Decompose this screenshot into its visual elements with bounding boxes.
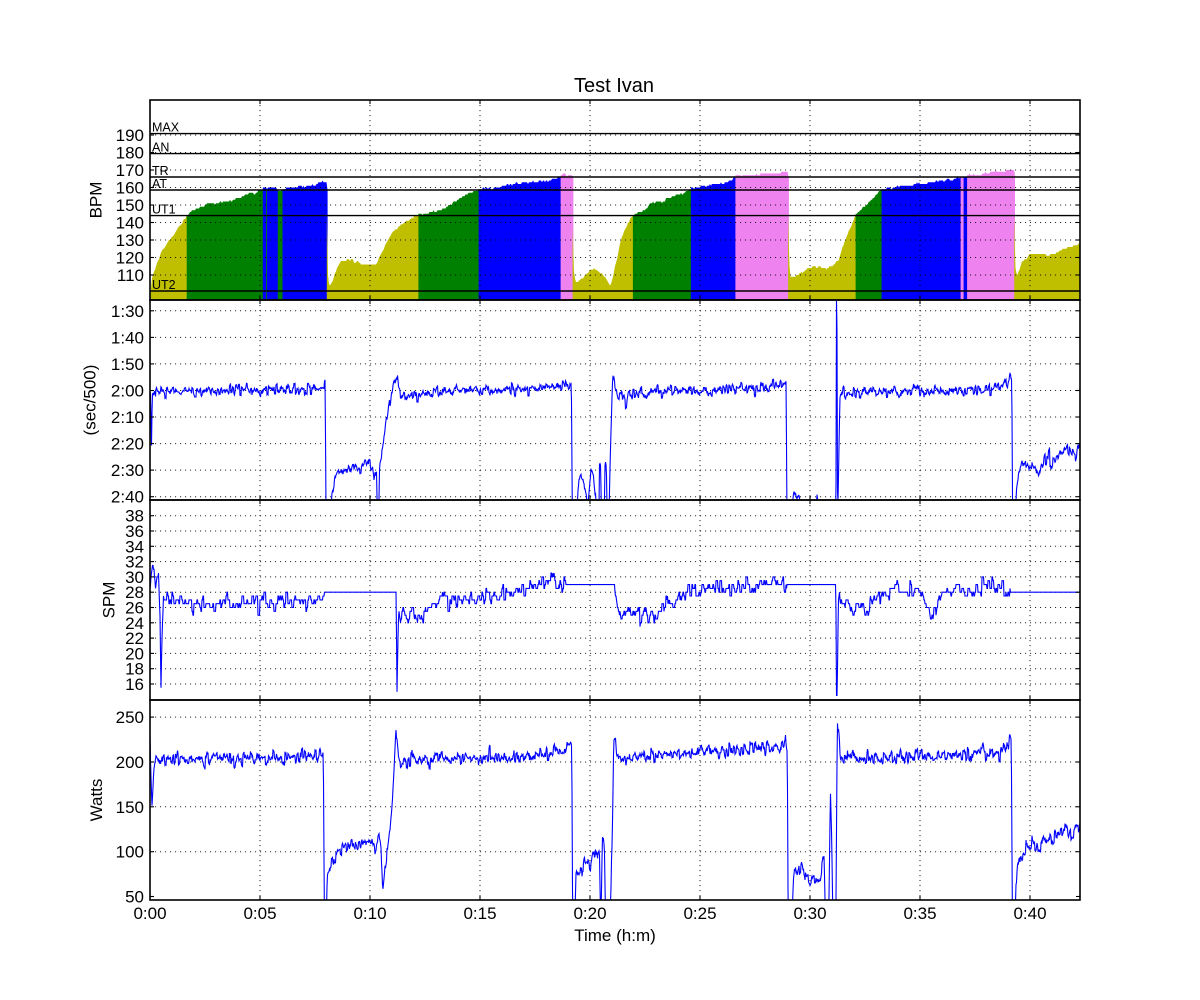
- svg-text:20: 20: [125, 644, 144, 663]
- svg-text:100: 100: [116, 843, 144, 862]
- svg-text:0:05: 0:05: [243, 904, 276, 923]
- svg-text:180: 180: [116, 144, 144, 163]
- svg-text:34: 34: [125, 537, 144, 556]
- svg-text:110: 110: [117, 266, 144, 285]
- svg-text:Test Ivan: Test Ivan: [574, 75, 654, 97]
- svg-text:120: 120: [116, 249, 144, 268]
- svg-text:2:10: 2:10: [111, 408, 144, 427]
- svg-text:22: 22: [125, 629, 144, 648]
- svg-text:Watts: Watts: [87, 779, 106, 822]
- svg-text:32: 32: [125, 553, 144, 572]
- svg-text:0:00: 0:00: [133, 904, 166, 923]
- svg-text:16: 16: [125, 675, 144, 694]
- svg-text:38: 38: [125, 507, 144, 526]
- svg-text:0:25: 0:25: [683, 904, 716, 923]
- svg-text:UT2: UT2: [152, 278, 176, 292]
- svg-text:TR: TR: [152, 164, 169, 178]
- svg-text:28: 28: [125, 583, 144, 602]
- svg-text:200: 200: [116, 753, 144, 772]
- svg-text:MAX: MAX: [152, 121, 180, 135]
- svg-text:140: 140: [116, 214, 144, 233]
- svg-text:250: 250: [116, 708, 144, 727]
- svg-text:50: 50: [125, 888, 144, 907]
- svg-text:2:00: 2:00: [111, 382, 144, 401]
- svg-text:150: 150: [116, 798, 144, 817]
- svg-text:1:30: 1:30: [111, 302, 144, 321]
- svg-text:26: 26: [125, 599, 144, 618]
- svg-text:2:40: 2:40: [111, 488, 144, 507]
- svg-text:24: 24: [125, 614, 144, 633]
- svg-text:36: 36: [125, 522, 144, 541]
- svg-text:1:50: 1:50: [111, 355, 144, 374]
- svg-text:30: 30: [125, 568, 144, 587]
- svg-text:0:35: 0:35: [903, 904, 936, 923]
- svg-text:AN: AN: [152, 141, 169, 155]
- svg-text:1:40: 1:40: [111, 328, 144, 347]
- svg-text:150: 150: [116, 196, 144, 215]
- svg-text:0:40: 0:40: [1013, 904, 1046, 923]
- svg-text:0:15: 0:15: [463, 904, 496, 923]
- svg-text:2:20: 2:20: [111, 435, 144, 454]
- svg-text:130: 130: [116, 231, 144, 250]
- svg-text:160: 160: [116, 179, 144, 198]
- svg-text:BPM: BPM: [87, 182, 106, 219]
- svg-text:170: 170: [116, 161, 144, 180]
- svg-text:UT1: UT1: [152, 203, 176, 217]
- svg-text:AT: AT: [152, 177, 167, 191]
- svg-text:Time (h:m): Time (h:m): [574, 926, 656, 945]
- svg-text:18: 18: [125, 660, 144, 679]
- svg-text:0:10: 0:10: [353, 904, 386, 923]
- svg-text:0:30: 0:30: [793, 904, 826, 923]
- svg-text:2:30: 2:30: [111, 461, 144, 480]
- svg-text:(sec/500): (sec/500): [81, 365, 100, 436]
- svg-text:0:20: 0:20: [573, 904, 606, 923]
- svg-text:SPM: SPM: [100, 582, 119, 619]
- svg-text:190: 190: [116, 126, 144, 145]
